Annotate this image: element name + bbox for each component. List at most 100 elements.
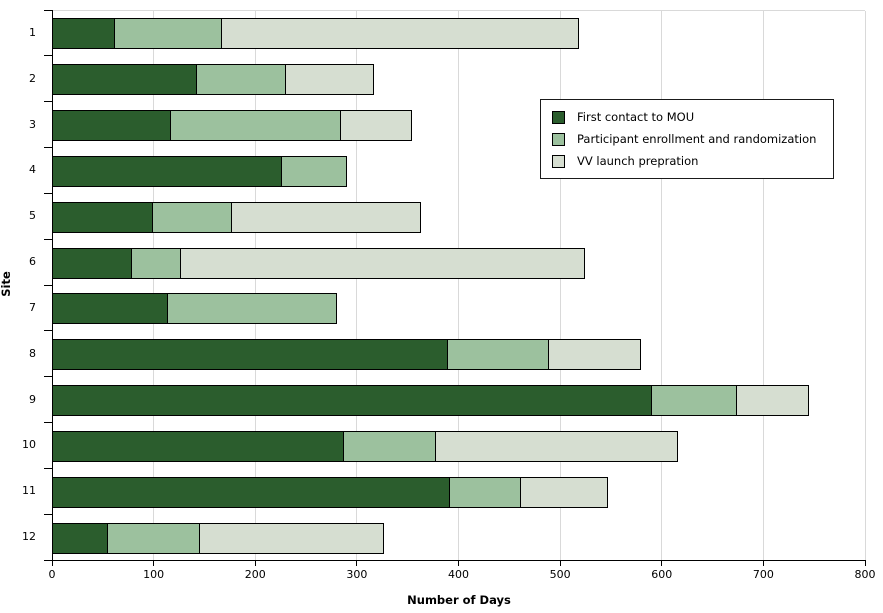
- bar-row-site-2: [52, 64, 374, 96]
- y-tick-11: [44, 513, 52, 515]
- bar-segment-site-8-series-0: [52, 339, 448, 371]
- x-tick-label-500: 500: [549, 568, 571, 581]
- bar-segment-site-1-series-0: [52, 18, 115, 50]
- site-label-5: 5: [29, 209, 36, 223]
- y-tick-7: [44, 330, 52, 332]
- y-tick-6: [44, 284, 52, 286]
- bar-segment-site-8-series-1: [447, 339, 549, 371]
- gridline-x-500: [559, 11, 561, 561]
- y-tick-10: [44, 467, 52, 469]
- x-tick-100: [153, 561, 155, 566]
- bar-segment-site-4-series-1: [281, 155, 347, 187]
- site-label-9: 9: [29, 392, 36, 406]
- bar-segment-site-12-series-2: [199, 522, 384, 554]
- bar-row-site-11: [52, 476, 608, 508]
- bar-segment-site-2-series-1: [196, 64, 286, 96]
- bar-segment-site-10-series-2: [435, 430, 678, 462]
- x-tick-label-600: 600: [651, 568, 673, 581]
- bar-segment-site-3-series-2: [340, 110, 412, 142]
- gridline-x-200: [254, 11, 256, 561]
- bar-row-site-5: [52, 201, 421, 233]
- bar-segment-site-9-series-0: [52, 385, 652, 417]
- x-tick-0: [51, 561, 53, 566]
- bar-segment-site-5-series-2: [231, 201, 421, 233]
- bar-segment-site-1-series-1: [114, 18, 222, 50]
- legend-item-2: VV launch prepration: [552, 154, 833, 168]
- bar-segment-site-4-series-0: [52, 155, 282, 187]
- legend-swatch-icon: [552, 154, 565, 168]
- x-tick-label-700: 700: [752, 568, 774, 581]
- y-tick-8: [44, 376, 52, 378]
- site-label-1: 1: [29, 25, 36, 39]
- site-label-7: 7: [29, 300, 36, 314]
- bar-row-site-6: [52, 247, 585, 279]
- legend-swatch-icon: [552, 132, 565, 146]
- y-tick-2: [44, 101, 52, 103]
- bar-segment-site-8-series-2: [548, 339, 641, 371]
- site-label-6: 6: [29, 255, 36, 269]
- bar-segment-site-3-series-1: [170, 110, 341, 142]
- bar-segment-site-6-series-2: [180, 247, 585, 279]
- y-axis-title: Site: [0, 271, 13, 297]
- bar-segment-site-7-series-1: [167, 293, 337, 325]
- bar-segment-site-11-series-0: [52, 476, 450, 508]
- bar-row-site-4: [52, 155, 347, 187]
- x-tick-600: [661, 561, 663, 566]
- bar-row-site-3: [52, 110, 412, 142]
- x-tick-800: [864, 561, 866, 566]
- legend-swatch-icon: [552, 110, 565, 124]
- x-tick-200: [254, 561, 256, 566]
- bar-row-site-9: [52, 385, 809, 417]
- legend-item-0: First contact to MOU: [552, 110, 833, 124]
- x-tick-label-300: 300: [346, 568, 368, 581]
- legend-label: First contact to MOU: [577, 110, 695, 124]
- x-tick-label-200: 200: [244, 568, 266, 581]
- y-tick-1: [44, 55, 52, 57]
- x-tick-400: [458, 561, 459, 566]
- legend: First contact to MOU Participant enrollme…: [540, 99, 834, 179]
- legend-item-1: Participant enrollment and randomization: [552, 132, 833, 146]
- y-tick-0: [44, 9, 52, 11]
- site-label-12: 12: [22, 530, 36, 544]
- x-tick-300: [356, 561, 358, 566]
- gridline-x-300: [356, 11, 358, 561]
- bar-segment-site-9-series-1: [651, 385, 737, 417]
- y-tick-12: [44, 559, 52, 561]
- gridline-x-600: [661, 11, 663, 561]
- bar-row-site-7: [52, 293, 337, 325]
- bar-row-site-1: [52, 18, 579, 50]
- bar-segment-site-5-series-1: [152, 201, 232, 233]
- bar-segment-site-11-series-1: [449, 476, 521, 508]
- bar-segment-site-9-series-2: [736, 385, 809, 417]
- y-axis-line: [52, 10, 53, 561]
- x-tick-label-0: 0: [48, 568, 56, 581]
- bar-segment-site-6-series-1: [131, 247, 181, 279]
- site-label-4: 4: [29, 163, 36, 177]
- bar-segment-site-10-series-0: [52, 430, 344, 462]
- y-tick-5: [44, 238, 52, 240]
- bar-segment-site-6-series-0: [52, 247, 132, 279]
- x-axis-line: [52, 560, 866, 561]
- bar-segment-site-3-series-0: [52, 110, 171, 142]
- site-label-3: 3: [29, 117, 36, 131]
- bar-segment-site-7-series-0: [52, 293, 168, 325]
- gridline-x-700: [762, 11, 764, 561]
- bar-segment-site-10-series-1: [343, 430, 436, 462]
- site-label-11: 11: [22, 484, 36, 498]
- x-tick-label-100: 100: [143, 568, 165, 581]
- bar-segment-site-5-series-0: [52, 201, 153, 233]
- x-axis-title: Number of Days: [407, 593, 511, 607]
- bar-segment-site-2-series-0: [52, 64, 197, 96]
- legend-label: Participant enrollment and randomization: [577, 132, 817, 146]
- site-label-8: 8: [29, 346, 36, 360]
- bar-segment-site-1-series-2: [221, 18, 579, 50]
- site-label-2: 2: [29, 71, 36, 85]
- x-tick-label-800: 800: [854, 568, 876, 581]
- bar-segment-site-12-series-0: [52, 522, 108, 554]
- y-tick-3: [44, 147, 52, 148]
- gridline-x-400: [458, 11, 459, 561]
- legend-label: VV launch prepration: [577, 154, 699, 168]
- bar-segment-site-12-series-1: [107, 522, 200, 554]
- y-tick-9: [44, 422, 52, 423]
